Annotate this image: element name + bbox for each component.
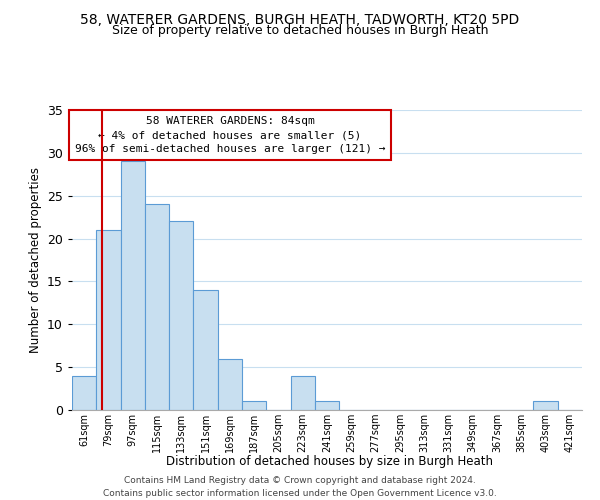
Text: Distribution of detached houses by size in Burgh Heath: Distribution of detached houses by size … — [167, 455, 493, 468]
Text: Contains HM Land Registry data © Crown copyright and database right 2024.
Contai: Contains HM Land Registry data © Crown c… — [103, 476, 497, 498]
Text: Size of property relative to detached houses in Burgh Heath: Size of property relative to detached ho… — [112, 24, 488, 37]
Bar — [315, 402, 339, 410]
Bar — [242, 402, 266, 410]
Y-axis label: Number of detached properties: Number of detached properties — [29, 167, 41, 353]
Bar — [145, 204, 169, 410]
Text: 58 WATERER GARDENS: 84sqm
← 4% of detached houses are smaller (5)
96% of semi-de: 58 WATERER GARDENS: 84sqm ← 4% of detach… — [75, 116, 385, 154]
Bar — [533, 402, 558, 410]
Bar — [290, 376, 315, 410]
Bar — [96, 230, 121, 410]
Bar — [72, 376, 96, 410]
Bar — [121, 162, 145, 410]
Bar — [169, 222, 193, 410]
Bar — [193, 290, 218, 410]
Bar — [218, 358, 242, 410]
Text: 58, WATERER GARDENS, BURGH HEATH, TADWORTH, KT20 5PD: 58, WATERER GARDENS, BURGH HEATH, TADWOR… — [80, 12, 520, 26]
